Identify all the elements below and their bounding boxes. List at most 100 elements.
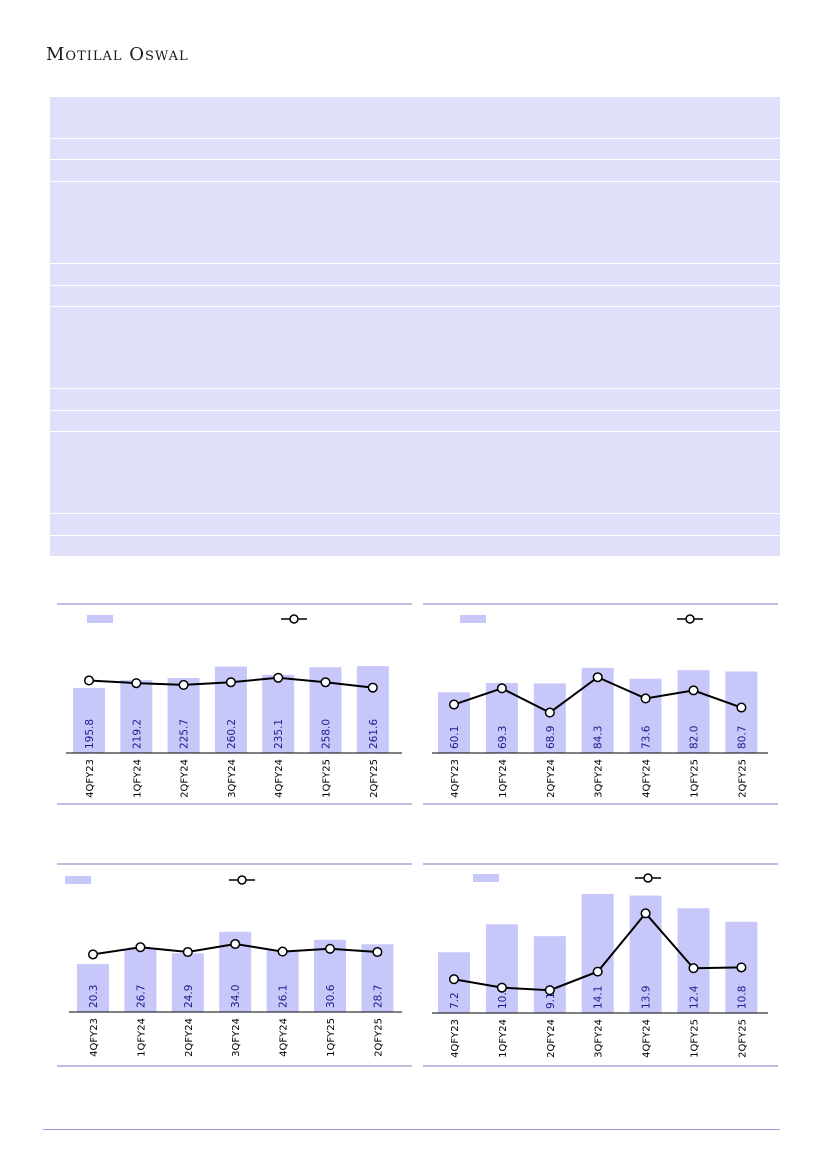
line-point bbox=[178, 679, 189, 690]
bar-value-label: 261.6 bbox=[368, 719, 380, 749]
x-tick-label: 4QFY24 bbox=[642, 759, 653, 798]
legend-line-marker bbox=[289, 614, 299, 624]
table-row-divider bbox=[50, 410, 780, 411]
bar-value-label: 69.3 bbox=[497, 726, 509, 749]
chart-bar bbox=[485, 924, 518, 1013]
line-point bbox=[736, 702, 747, 713]
footer-rule bbox=[43, 1129, 780, 1130]
x-tick-label: 2QFY24 bbox=[546, 1019, 557, 1058]
legend-line-marker bbox=[237, 875, 247, 885]
bar-value-label: 82.0 bbox=[689, 726, 701, 749]
chart-bar bbox=[266, 950, 299, 1012]
table-row-divider bbox=[50, 159, 780, 160]
chart-bar bbox=[677, 670, 710, 753]
chart-bar bbox=[533, 936, 566, 1013]
chart-bar bbox=[629, 678, 662, 753]
bar-value-label: 258.0 bbox=[321, 719, 333, 749]
line-point bbox=[544, 707, 555, 718]
bar-value-label: 84.3 bbox=[593, 726, 605, 749]
bar-value-label: 28.7 bbox=[372, 985, 384, 1008]
legend-line-marker bbox=[685, 614, 695, 624]
chart-1: 195.8 219.2 225.7 260.2 235.1 258.0 261.6 4QFY2… bbox=[57, 603, 412, 805]
line-point bbox=[592, 672, 603, 683]
bar-value-label: 225.7 bbox=[179, 719, 191, 749]
x-tick-label: 4QFY23 bbox=[89, 1018, 100, 1057]
x-tick-label: 4QFY23 bbox=[450, 759, 461, 798]
table-row-divider bbox=[50, 285, 780, 286]
line-point bbox=[277, 946, 288, 957]
chart-bar bbox=[124, 949, 157, 1012]
x-tick-label: 1QFY24 bbox=[498, 1019, 509, 1058]
line-point bbox=[320, 677, 331, 688]
line-point bbox=[230, 938, 241, 950]
bar-value-label: 20.3 bbox=[88, 985, 100, 1008]
bar-value-label: 34.0 bbox=[230, 985, 242, 1008]
x-tick-label: 3QFY24 bbox=[227, 759, 238, 798]
line-point bbox=[496, 683, 507, 694]
line-point bbox=[367, 682, 378, 693]
chart-bar bbox=[262, 674, 295, 753]
chart-2: 60.1 69.3 68.9 84.3 73.6 82.0 80.7 4QFY23 1QFY24… bbox=[423, 603, 778, 805]
legend-bar-swatch bbox=[87, 615, 113, 623]
bar-value-label: 219.2 bbox=[131, 719, 143, 749]
x-tick-label: 1QFY24 bbox=[136, 1018, 147, 1057]
line-point bbox=[372, 946, 383, 958]
bar-value-label: 26.1 bbox=[278, 985, 290, 1008]
chart-panel-2: 60.1 69.3 68.9 84.3 73.6 82.0 80.7 4QFY23 1QFY24… bbox=[423, 600, 778, 810]
legend-line-marker bbox=[643, 873, 653, 883]
table-row-divider bbox=[50, 263, 780, 264]
x-tick-label: 2QFY25 bbox=[373, 1018, 384, 1057]
x-tick-label: 4QFY24 bbox=[274, 759, 285, 798]
legend-bar-swatch bbox=[473, 874, 499, 882]
line-point bbox=[544, 985, 555, 996]
chart-panel-3: 20.3 26.7 24.9 34.0 26.1 30.6 28.7 4QFY23 1QFY24… bbox=[57, 860, 412, 1070]
x-tick-label: 2QFY24 bbox=[546, 759, 557, 798]
bar-value-label: 12.4 bbox=[689, 985, 701, 1009]
chart-bar bbox=[581, 893, 614, 1013]
x-tick-label: 1QFY24 bbox=[498, 759, 509, 798]
chart-bar bbox=[77, 964, 109, 1012]
x-tick-label: 1QFY25 bbox=[326, 1018, 337, 1057]
line-point bbox=[87, 949, 99, 960]
bar-value-label: 260.2 bbox=[226, 719, 238, 749]
bar-value-label: 80.7 bbox=[736, 726, 748, 749]
line-point bbox=[736, 962, 747, 973]
x-tick-label: 3QFY24 bbox=[594, 759, 605, 798]
x-tick-label: 4QFY24 bbox=[642, 1019, 653, 1058]
bar-value-label: 30.6 bbox=[325, 984, 337, 1008]
x-tick-label: 2QFY24 bbox=[180, 759, 191, 798]
x-tick-label: 4QFY23 bbox=[85, 759, 96, 798]
x-tick-label: 2QFY24 bbox=[184, 1018, 195, 1057]
line-point bbox=[225, 677, 236, 688]
chart-bar bbox=[73, 687, 105, 753]
line-point bbox=[448, 974, 460, 985]
line-point bbox=[496, 982, 507, 993]
x-tick-label: 4QFY24 bbox=[279, 1018, 290, 1057]
x-tick-label: 1QFY24 bbox=[132, 759, 143, 798]
x-tick-label: 4QFY23 bbox=[450, 1019, 461, 1058]
bar-value-label: 60.1 bbox=[449, 726, 461, 749]
line-point bbox=[640, 693, 651, 704]
table-row-divider bbox=[50, 388, 780, 389]
line-point bbox=[131, 678, 142, 689]
x-tick-label: 2QFY25 bbox=[737, 759, 748, 798]
chart-bar bbox=[171, 953, 204, 1012]
x-tick-label: 2QFY25 bbox=[737, 1019, 748, 1058]
data-table-block bbox=[50, 97, 780, 556]
line-point bbox=[448, 699, 460, 710]
bar-value-label: 195.8 bbox=[84, 719, 96, 749]
chart-bar bbox=[356, 666, 389, 753]
line-point bbox=[273, 672, 284, 683]
bar-value-label: 9.1 bbox=[545, 992, 557, 1009]
x-tick-label: 1QFY25 bbox=[690, 1019, 701, 1058]
legend-bar-swatch bbox=[460, 615, 486, 623]
table-row-divider bbox=[50, 181, 780, 182]
legend-bar-swatch bbox=[65, 876, 91, 884]
bar-value-label: 7.2 bbox=[449, 992, 461, 1009]
chart-panel-1: 195.8 219.2 225.7 260.2 235.1 258.0 261.6 4QFY2… bbox=[57, 600, 412, 810]
table-row-divider bbox=[50, 535, 780, 536]
brand-logo: Motilal Oswal bbox=[46, 44, 189, 65]
table-row-divider bbox=[50, 138, 780, 139]
x-tick-label: 1QFY25 bbox=[322, 759, 333, 798]
chart-panel-4: 7.2 10.5 9.1 14.1 13.9 12.4 10.8 4QFY23 1QFY24 2Q… bbox=[423, 860, 778, 1070]
